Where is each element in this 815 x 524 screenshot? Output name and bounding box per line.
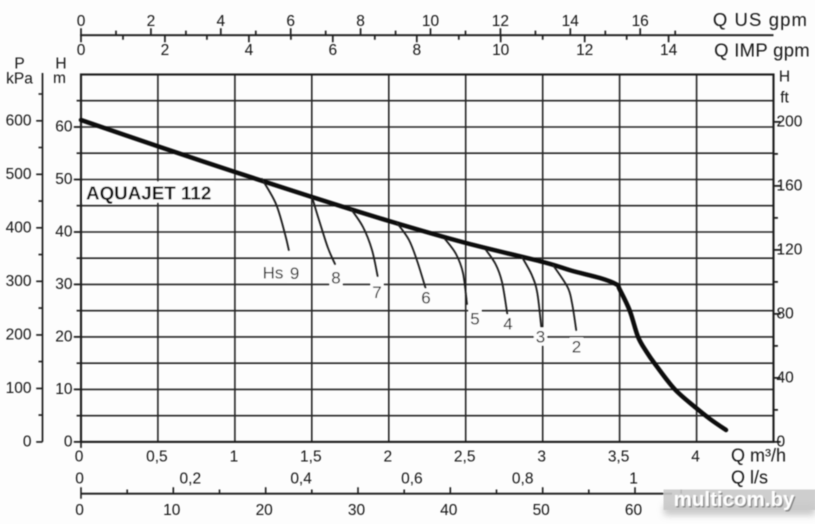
svg-text:0: 0: [75, 502, 84, 519]
svg-text:Q IMP gpm: Q IMP gpm: [714, 40, 810, 61]
svg-text:0,6: 0,6: [401, 471, 423, 488]
svg-text:1,5: 1,5: [300, 449, 322, 466]
svg-text:0: 0: [77, 13, 86, 30]
svg-text:Q US gpm: Q US gpm: [713, 9, 808, 30]
svg-text:9: 9: [290, 264, 299, 283]
svg-text:0,8: 0,8: [512, 471, 534, 488]
svg-text:0,2: 0,2: [180, 471, 202, 488]
svg-text:2: 2: [147, 13, 156, 30]
svg-text:60: 60: [55, 119, 73, 136]
svg-text:8: 8: [356, 13, 365, 30]
svg-text:10: 10: [422, 13, 440, 30]
svg-text:2: 2: [572, 338, 581, 357]
svg-text:12: 12: [492, 13, 509, 30]
svg-text:multicom.by: multicom.by: [674, 488, 795, 511]
svg-text:AQUAJET 112: AQUAJET 112: [86, 183, 211, 204]
svg-text:kPa: kPa: [6, 71, 33, 88]
svg-text:14: 14: [660, 42, 678, 59]
svg-text:40: 40: [777, 370, 795, 387]
svg-text:40: 40: [55, 224, 73, 241]
svg-text:50: 50: [55, 171, 73, 188]
svg-text:1: 1: [230, 449, 239, 466]
svg-text:3: 3: [536, 328, 545, 347]
svg-text:2: 2: [161, 42, 170, 59]
svg-text:8: 8: [412, 42, 421, 59]
svg-text:P: P: [14, 56, 24, 73]
svg-text:160: 160: [777, 178, 803, 195]
svg-text:H: H: [779, 69, 790, 86]
svg-text:20: 20: [256, 502, 274, 519]
svg-text:500: 500: [6, 166, 32, 183]
svg-text:4: 4: [691, 449, 700, 466]
svg-text:m: m: [53, 70, 66, 87]
svg-text:100: 100: [6, 380, 32, 397]
svg-text:H: H: [55, 56, 66, 73]
svg-text:5: 5: [470, 310, 479, 329]
svg-text:30: 30: [348, 502, 366, 519]
svg-text:8: 8: [331, 269, 340, 288]
svg-text:2,5: 2,5: [454, 449, 476, 466]
svg-text:40: 40: [440, 502, 458, 519]
svg-text:0: 0: [64, 434, 73, 451]
svg-text:80: 80: [777, 306, 795, 323]
svg-text:20: 20: [55, 329, 73, 346]
svg-text:ft: ft: [780, 90, 789, 107]
svg-text:14: 14: [562, 13, 580, 30]
svg-text:1: 1: [629, 471, 638, 488]
svg-text:0: 0: [75, 449, 84, 466]
svg-text:6: 6: [421, 289, 430, 308]
svg-text:0: 0: [77, 42, 86, 59]
svg-text:4: 4: [216, 13, 225, 30]
svg-text:10: 10: [492, 42, 510, 59]
svg-text:10: 10: [55, 381, 73, 398]
svg-text:120: 120: [777, 242, 803, 259]
svg-text:16: 16: [632, 13, 649, 30]
svg-text:0,4: 0,4: [290, 471, 312, 488]
svg-text:3: 3: [537, 449, 546, 466]
svg-text:300: 300: [6, 273, 32, 290]
svg-text:4: 4: [503, 315, 512, 334]
svg-text:600: 600: [6, 112, 32, 129]
svg-text:Q m³/h: Q m³/h: [731, 446, 786, 466]
svg-text:0: 0: [23, 434, 32, 451]
svg-text:200: 200: [6, 327, 32, 344]
svg-text:6: 6: [328, 42, 337, 59]
svg-text:10: 10: [163, 502, 181, 519]
svg-text:Q l/s: Q l/s: [731, 468, 768, 488]
svg-text:12: 12: [576, 42, 593, 59]
svg-text:0: 0: [777, 434, 786, 451]
svg-text:2: 2: [383, 449, 392, 466]
svg-text:0,5: 0,5: [146, 449, 168, 466]
svg-text:200: 200: [777, 114, 803, 131]
svg-text:3,5: 3,5: [608, 449, 630, 466]
svg-text:7: 7: [372, 283, 381, 302]
svg-text:0: 0: [75, 471, 84, 488]
svg-text:50: 50: [533, 502, 551, 519]
svg-text:30: 30: [55, 276, 73, 293]
svg-text:multicom.by: multicom.by: [675, 489, 796, 512]
svg-text:4: 4: [245, 42, 254, 59]
svg-text:Hs: Hs: [263, 264, 284, 283]
svg-text:60: 60: [625, 502, 643, 519]
svg-text:400: 400: [6, 219, 32, 236]
svg-text:6: 6: [286, 13, 295, 30]
